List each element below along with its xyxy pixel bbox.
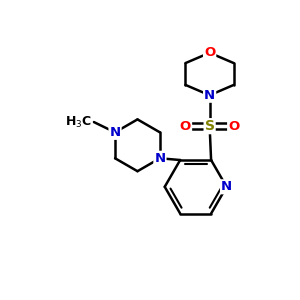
Text: N: N [204, 89, 215, 102]
Text: O: O [180, 120, 191, 133]
Text: S: S [205, 119, 214, 133]
Text: N: N [154, 152, 166, 165]
Text: O: O [204, 46, 215, 59]
Text: N: N [221, 180, 232, 193]
Text: O: O [228, 120, 239, 133]
Text: H$_3$C: H$_3$C [64, 115, 92, 130]
Text: N: N [110, 126, 121, 139]
